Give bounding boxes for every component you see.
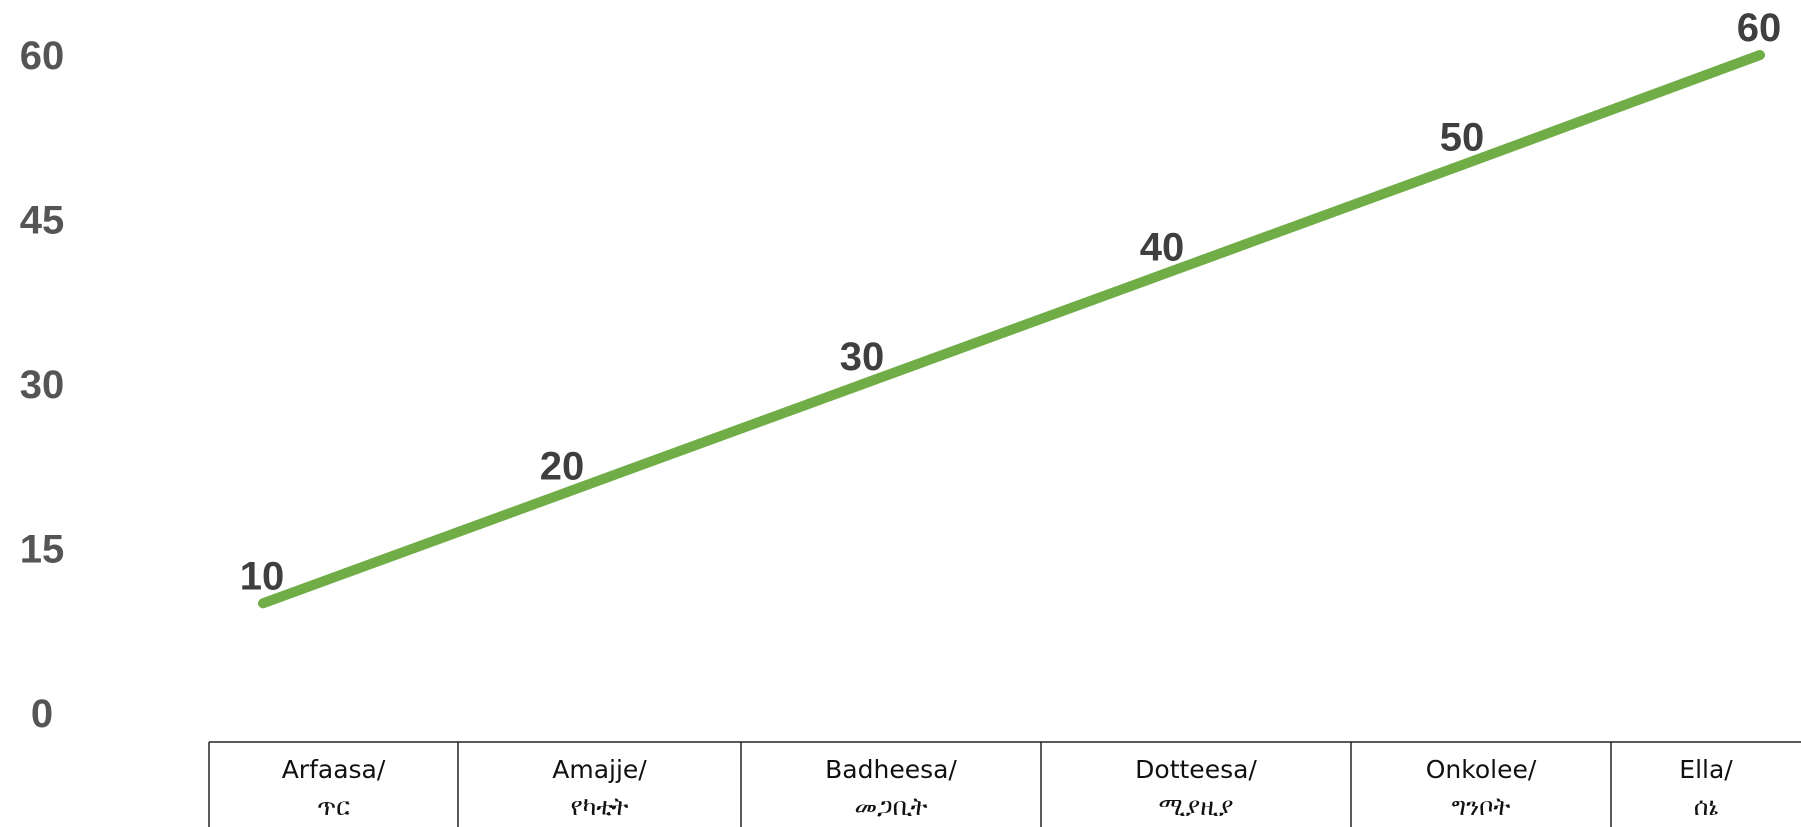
y-tick-label: 0 [31, 692, 53, 736]
category-label-line-2: የካቲት [571, 792, 629, 821]
category-label-line-2: ሚያዚያ [1158, 792, 1233, 821]
category-label-line-2: ጥር [317, 792, 350, 821]
category-label-line-1: Badheesa/ [825, 755, 957, 784]
category-label-line-1: Dotteesa/ [1135, 755, 1257, 784]
series-line [258, 50, 1765, 609]
y-axis: 0 15 30 45 60 [20, 34, 65, 736]
category-label-line-2: ሰኔ [1694, 792, 1719, 821]
category-label-line-2: ግንቦት [1452, 792, 1511, 821]
data-label: 40 [1140, 225, 1185, 269]
category-label-line-1: Amajje/ [552, 755, 647, 784]
y-tick-label: 60 [20, 34, 65, 78]
y-tick-label: 45 [20, 199, 65, 243]
series-line-group [258, 50, 1765, 609]
category-table: Arfaasa/ጥር Amajje/የካቲት Badheesa/መጋቢት Dottee… [208, 741, 1801, 827]
category-label-line-2: መጋቢት [855, 792, 928, 821]
data-label: 10 [240, 554, 285, 598]
data-label: 30 [840, 335, 885, 379]
data-label: 60 [1737, 6, 1782, 50]
category-label-line-1: Arfaasa/ [282, 755, 386, 784]
data-label: 20 [540, 445, 585, 489]
data-labels: 10 20 30 40 50 60 [240, 6, 1782, 598]
y-tick-label: 15 [20, 528, 65, 572]
category-label-line-1: Onkolee/ [1426, 755, 1537, 784]
data-label: 50 [1440, 116, 1485, 160]
category-label-line-1: Ella/ [1679, 755, 1733, 784]
y-tick-label: 30 [20, 363, 65, 407]
